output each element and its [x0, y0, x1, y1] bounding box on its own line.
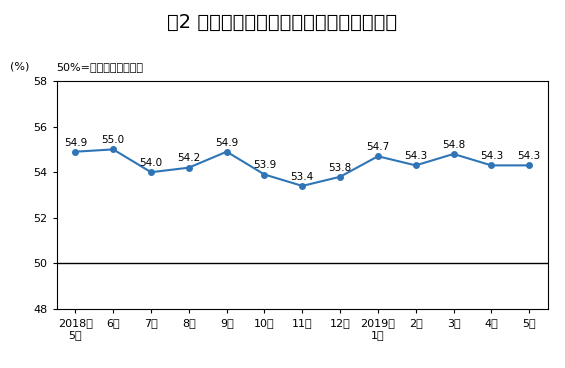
Text: 54.9: 54.9 — [64, 138, 87, 148]
Text: 54.8: 54.8 — [442, 140, 465, 150]
Text: 50%=与上月比较无变化: 50%=与上月比较无变化 — [56, 62, 144, 72]
Text: 55.0: 55.0 — [102, 135, 125, 145]
Text: 53.8: 53.8 — [328, 163, 351, 173]
Text: 53.4: 53.4 — [290, 172, 314, 182]
Text: 54.3: 54.3 — [404, 151, 427, 161]
Text: 53.9: 53.9 — [253, 160, 276, 170]
Text: 图2 非制造业商务活动指数（经季节调整）: 图2 非制造业商务活动指数（经季节调整） — [167, 13, 398, 32]
Text: 54.3: 54.3 — [518, 151, 541, 161]
Text: 54.7: 54.7 — [366, 142, 389, 152]
Text: 54.9: 54.9 — [215, 138, 238, 148]
Text: 54.2: 54.2 — [177, 153, 201, 163]
Text: (%): (%) — [10, 62, 29, 72]
Text: 54.3: 54.3 — [480, 151, 503, 161]
Text: 54.0: 54.0 — [140, 158, 163, 168]
